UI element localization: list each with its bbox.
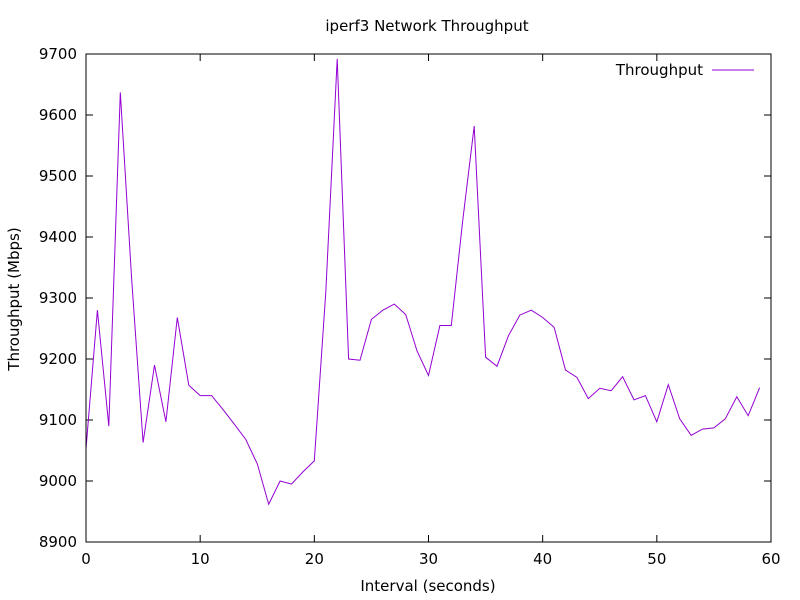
- chart-title: iperf3 Network Throughput: [325, 17, 528, 35]
- x-tick-label: 20: [305, 550, 324, 568]
- y-axis-ticks: 8900 9000 9100 9200 9300 9400 9500 9600 9700: [39, 45, 771, 551]
- y-tick-label: 9300: [39, 289, 77, 307]
- x-axis-ticks: 0 10 20 30 40 50 60: [81, 54, 781, 568]
- x-tick-label: 40: [533, 550, 552, 568]
- x-tick-label: 50: [647, 550, 666, 568]
- legend-label-throughput: Throughput: [615, 61, 703, 79]
- legend: Throughput: [615, 61, 754, 79]
- x-axis-label: Interval (seconds): [360, 577, 495, 595]
- y-tick-label: 9500: [39, 167, 77, 185]
- y-tick-label: 9100: [39, 411, 77, 429]
- x-tick-label: 30: [419, 550, 438, 568]
- y-tick-label: 9600: [39, 106, 77, 124]
- y-tick-label: 9200: [39, 350, 77, 368]
- y-axis-label: Throughput (Mbps): [5, 227, 23, 371]
- y-tick-label: 8900: [39, 533, 77, 551]
- series-line-throughput: [85, 58, 761, 506]
- x-tick-label: 10: [191, 550, 210, 568]
- y-tick-label: 9400: [39, 228, 77, 246]
- plot-frame: [85, 53, 772, 543]
- y-tick-label: 9700: [39, 45, 77, 63]
- x-tick-label: 0: [81, 550, 91, 568]
- x-tick-label: 60: [761, 550, 780, 568]
- series-layer: [85, 58, 761, 506]
- y-tick-label: 9000: [39, 472, 77, 490]
